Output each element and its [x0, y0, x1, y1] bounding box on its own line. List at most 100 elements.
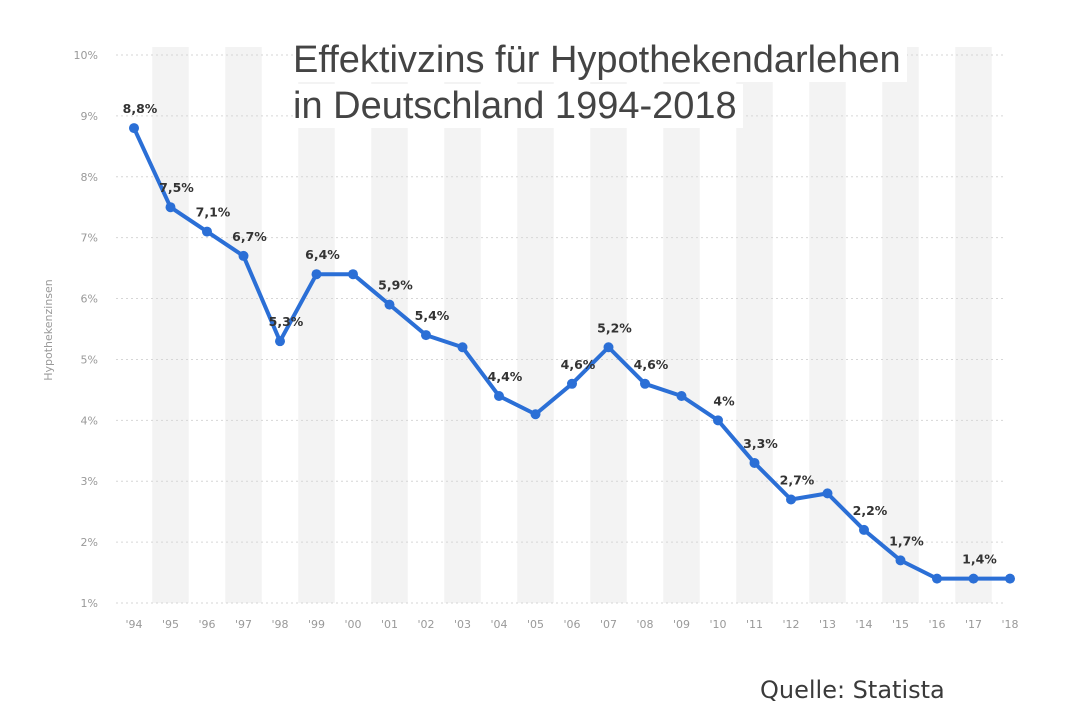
- data-label: 2,2%: [853, 503, 888, 518]
- x-tick-label: '03: [454, 618, 471, 631]
- data-label: 5,9%: [378, 278, 413, 293]
- x-tick-label: '16: [928, 618, 945, 631]
- x-tick-label: '10: [709, 618, 726, 631]
- x-tick-label: '14: [855, 618, 872, 631]
- x-tick-label: '13: [819, 618, 836, 631]
- y-tick-label: 6%: [81, 293, 98, 306]
- column-band: [225, 47, 262, 603]
- x-axis-ticks: '94 '95 '96 '97 '98 '99 '00 '01 '02 '03 '04 '05 '06 '…: [125, 618, 1018, 631]
- data-label: 4,4%: [488, 369, 523, 384]
- x-tick-label: '08: [636, 618, 653, 631]
- x-tick-label: '11: [746, 618, 763, 631]
- x-tick-label: '06: [563, 618, 580, 631]
- column-bands: [152, 47, 992, 603]
- column-band: [152, 47, 189, 603]
- data-point: [202, 226, 212, 237]
- x-tick-label: '95: [162, 618, 179, 631]
- y-tick-label: 5%: [81, 353, 98, 366]
- column-band: [736, 47, 773, 603]
- x-tick-label: '01: [381, 618, 398, 631]
- y-axis-ticks: 1% 2% 3% 4% 5% 6% 7% 8% 9% 10%: [74, 49, 98, 610]
- data-label: 7,1%: [196, 205, 231, 220]
- data-label: 1,4%: [962, 552, 997, 567]
- data-label: 4,6%: [634, 357, 669, 372]
- data-point: [129, 123, 139, 134]
- data-point: [238, 250, 249, 261]
- data-point: [713, 415, 723, 426]
- data-label: 4,6%: [561, 357, 596, 372]
- data-point: [749, 457, 760, 468]
- y-tick-label: 2%: [81, 536, 98, 549]
- data-point: [932, 573, 942, 584]
- column-band: [882, 47, 919, 603]
- y-tick-label: 7%: [81, 232, 98, 245]
- x-tick-label: '09: [673, 618, 690, 631]
- data-label: 4%: [713, 393, 735, 408]
- data-point: [348, 269, 358, 280]
- data-label: 8,8%: [123, 101, 158, 116]
- data-label: 3,3%: [743, 436, 778, 451]
- x-tick-label: '07: [600, 618, 617, 631]
- y-axis-label: Hypothekenzinsen: [42, 279, 55, 381]
- data-point: [640, 378, 650, 389]
- data-labels: 8,8% 7,5%7,1%6,7% 5,3% 6,4% 5,9%5,4% 4,4% 4,6%…: [123, 101, 998, 567]
- y-tick-label: 9%: [81, 110, 98, 123]
- data-label: 6,4%: [305, 247, 340, 262]
- data-label: 5,2%: [597, 320, 632, 335]
- data-point: [822, 488, 833, 499]
- data-point: [275, 336, 285, 347]
- column-band: [298, 47, 335, 603]
- y-tick-label: 8%: [81, 171, 98, 184]
- data-point: [968, 573, 979, 584]
- data-label: 7,5%: [159, 180, 194, 195]
- data-point: [421, 330, 431, 341]
- data-point: [494, 390, 504, 401]
- data-point: [859, 524, 869, 535]
- column-band: [590, 47, 627, 603]
- column-band: [517, 47, 554, 603]
- x-tick-label: '18: [1001, 618, 1018, 631]
- y-tick-label: 1%: [81, 597, 98, 610]
- x-tick-label: '97: [235, 618, 252, 631]
- column-band: [955, 47, 992, 603]
- x-tick-label: '94: [125, 618, 142, 631]
- column-band: [444, 47, 481, 603]
- data-label: 5,4%: [415, 308, 450, 323]
- x-tick-label: '15: [892, 618, 909, 631]
- x-tick-label: '00: [344, 618, 361, 631]
- data-point: [567, 378, 577, 389]
- data-label: 2,7%: [780, 472, 815, 487]
- y-tick-label: 4%: [81, 414, 98, 427]
- chart-title: Effektivzins für Hypothekendarlehen: [293, 38, 907, 82]
- x-tick-label: '98: [271, 618, 288, 631]
- data-point: [311, 269, 322, 280]
- column-band: [371, 47, 408, 603]
- data-label: 6,7%: [232, 229, 267, 244]
- data-label: 1,7%: [889, 533, 924, 548]
- x-tick-label: '02: [417, 618, 434, 631]
- data-label: 5,3%: [269, 314, 304, 329]
- data-point: [676, 390, 687, 401]
- column-band: [809, 47, 846, 603]
- data-point: [786, 494, 796, 505]
- data-point: [384, 299, 395, 310]
- y-tick-label: 3%: [81, 475, 98, 488]
- source-note: Quelle: Statista: [760, 676, 945, 704]
- data-point: [1005, 573, 1015, 584]
- x-tick-label: '05: [527, 618, 544, 631]
- column-band: [663, 47, 700, 603]
- data-point: [603, 342, 614, 353]
- data-point: [165, 202, 176, 213]
- data-point: [530, 409, 541, 420]
- y-tick-label: 10%: [74, 49, 98, 62]
- x-tick-label: '12: [782, 618, 799, 631]
- chart-subtitle: in Deutschland 1994-2018: [293, 84, 743, 128]
- data-point: [457, 342, 468, 353]
- x-tick-label: '96: [198, 618, 215, 631]
- series-hypothekenzinsen: [129, 123, 1015, 584]
- x-tick-label: '04: [490, 618, 507, 631]
- x-tick-label: '17: [965, 618, 982, 631]
- x-tick-label: '99: [308, 618, 325, 631]
- data-point: [895, 555, 906, 566]
